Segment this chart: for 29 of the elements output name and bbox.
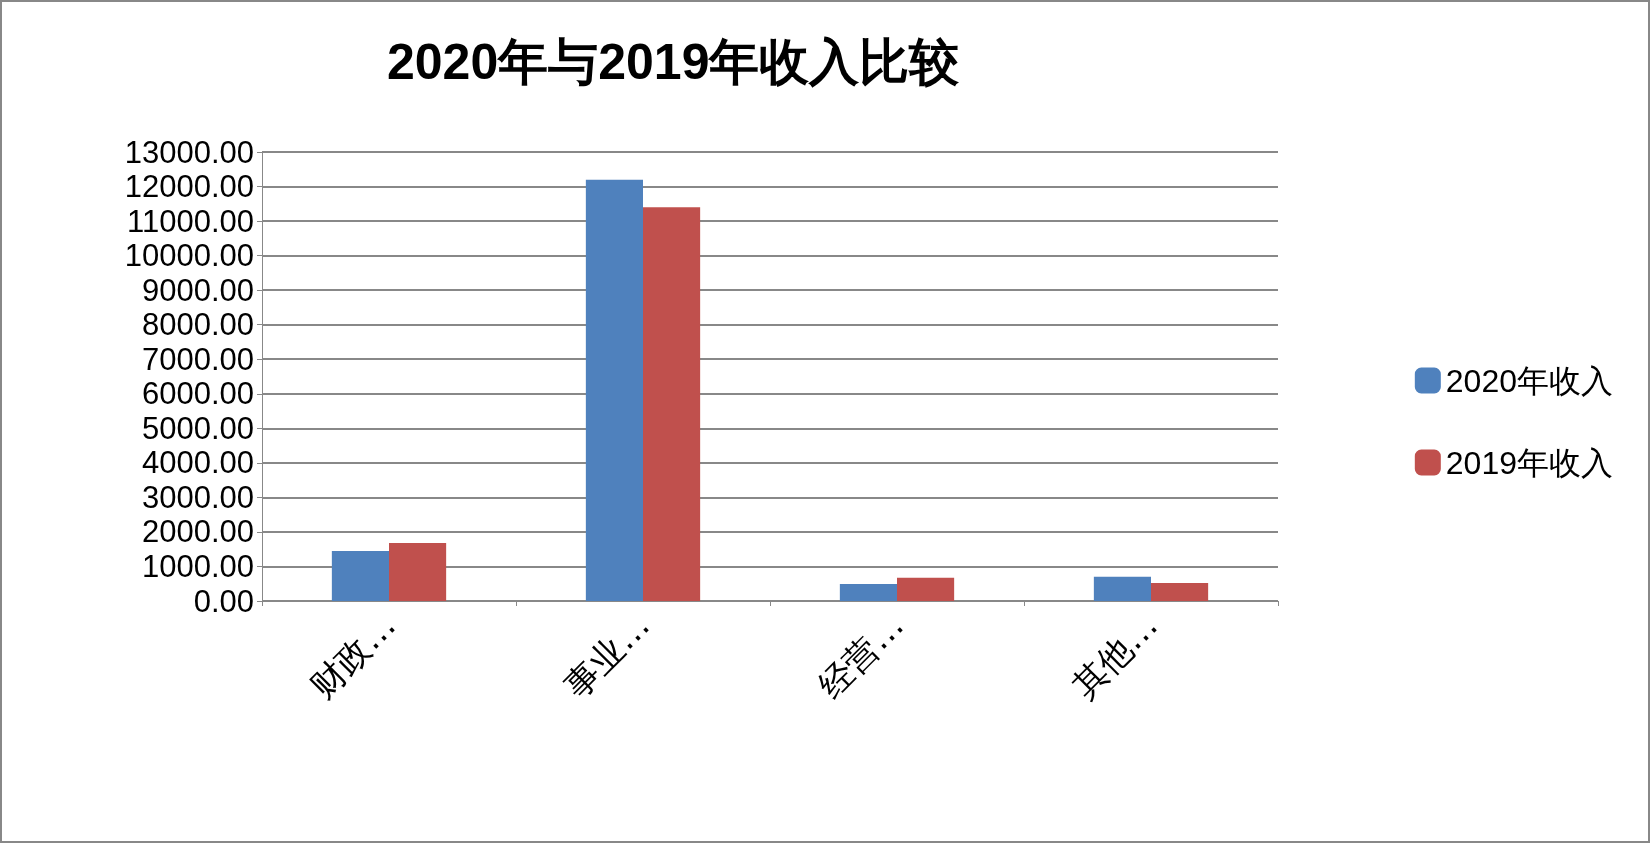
x-tick-label: 财政… — [302, 604, 404, 706]
x-tick-label: 事业… — [556, 604, 658, 706]
bar — [897, 577, 955, 601]
y-tick-label: 3000.00 — [141, 479, 254, 515]
y-tick-label: 7000.00 — [141, 341, 254, 377]
y-tick-label: 0.00 — [193, 583, 254, 619]
bar — [331, 550, 389, 601]
bar — [643, 207, 701, 601]
y-tick-label: 1000.00 — [141, 548, 254, 584]
y-tick-label: 9000.00 — [141, 272, 254, 308]
y-tick-label: 4000.00 — [141, 445, 254, 481]
y-tick-label: 6000.00 — [141, 376, 254, 412]
bar — [585, 179, 643, 601]
y-tick-label: 11000.00 — [127, 203, 254, 239]
y-tick-label: 12000.00 — [124, 169, 254, 205]
y-tick-label: 13000.00 — [124, 134, 254, 170]
chart-title: 2020年与2019年收入比较 — [387, 34, 961, 90]
legend-label: 2020年收入 — [1445, 362, 1613, 399]
bar — [839, 584, 897, 601]
x-tick-label: 其他… — [1064, 604, 1166, 706]
bar — [1151, 583, 1209, 601]
y-tick-label: 5000.00 — [141, 410, 254, 446]
y-tick-label: 8000.00 — [141, 307, 254, 343]
bar — [1093, 576, 1151, 601]
y-tick-label: 2000.00 — [141, 514, 254, 550]
bar — [389, 542, 447, 601]
y-tick-label: 10000.00 — [124, 238, 254, 274]
legend-label: 2019年收入 — [1445, 444, 1613, 481]
x-tick-label: 经营… — [810, 604, 912, 706]
